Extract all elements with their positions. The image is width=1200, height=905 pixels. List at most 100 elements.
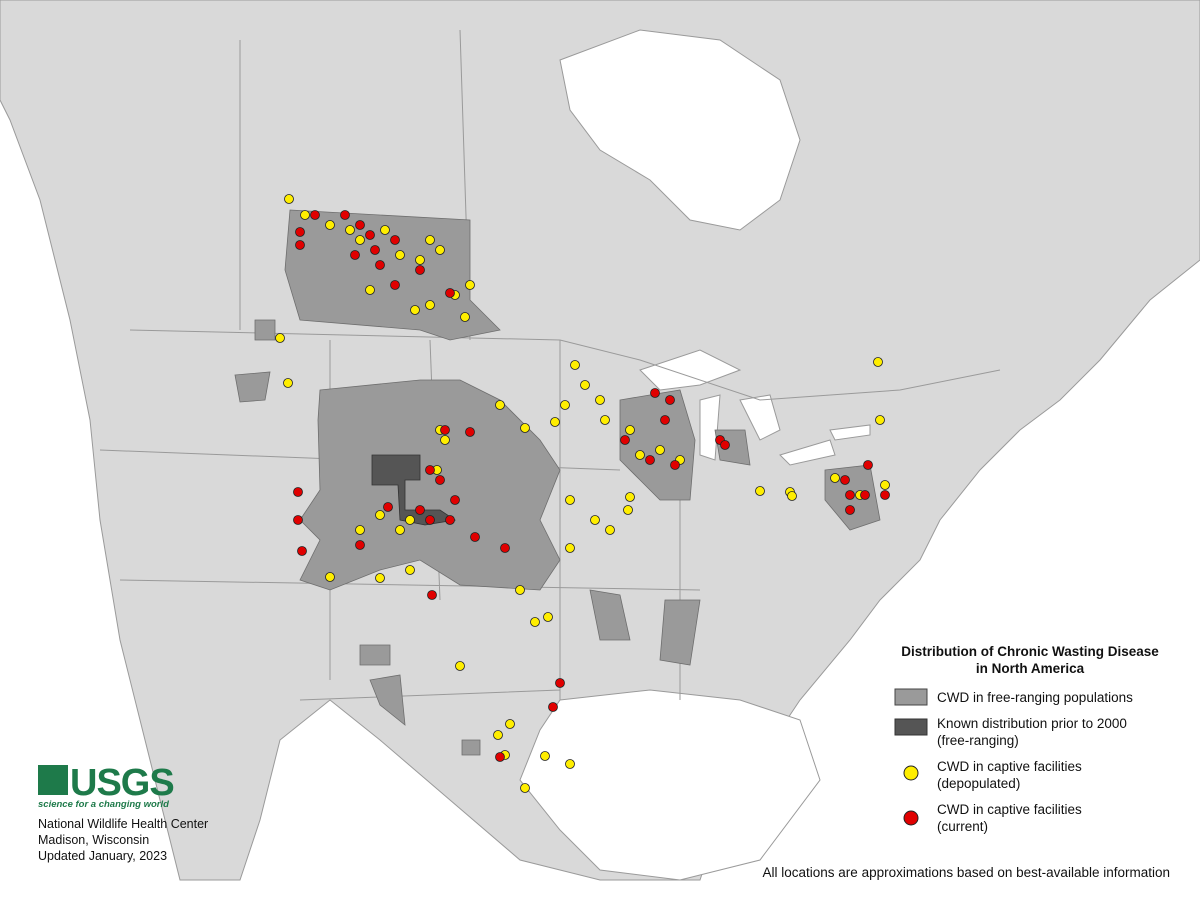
facility-dot (505, 719, 515, 729)
facility-dot (297, 546, 307, 556)
facility-dot (500, 543, 510, 553)
facility-dot (565, 543, 575, 553)
facility-dot (655, 445, 665, 455)
facility-dot (395, 250, 405, 260)
facility-dot (390, 235, 400, 245)
facility-dot (720, 440, 730, 450)
facility-dot (445, 515, 455, 525)
facility-dot (325, 572, 335, 582)
facility-dot (880, 480, 890, 490)
facility-dot (840, 475, 850, 485)
facility-dot (340, 210, 350, 220)
facility-dot (548, 702, 558, 712)
facility-dot (873, 357, 883, 367)
facility-dot (275, 333, 285, 343)
facility-dot (555, 678, 565, 688)
credit-line: Madison, Wisconsin (38, 833, 149, 847)
facility-dot (845, 490, 855, 500)
facility-dot (455, 661, 465, 671)
facility-dot (310, 210, 320, 220)
facility-dot (650, 388, 660, 398)
facility-dot (460, 312, 470, 322)
facility-dot (370, 245, 380, 255)
facility-dot (283, 378, 293, 388)
facility-dot (570, 360, 580, 370)
facility-dot (390, 280, 400, 290)
facility-dot (435, 245, 445, 255)
facility-dot (530, 617, 540, 627)
facility-dot (670, 460, 680, 470)
facility-dot (863, 460, 873, 470)
facility-dot (415, 265, 425, 275)
facility-dot (625, 492, 635, 502)
facility-dot (365, 230, 375, 240)
facility-dot (410, 305, 420, 315)
facility-dot (623, 505, 633, 515)
legend-label: (free-ranging) (937, 733, 1019, 748)
facility-dot (440, 435, 450, 445)
facility-dot (540, 751, 550, 761)
facility-dot (355, 220, 365, 230)
logo-name: USGS (70, 762, 174, 804)
facility-dot (380, 225, 390, 235)
facility-dot (405, 565, 415, 575)
facility-dot (355, 525, 365, 535)
facility-dot (645, 455, 655, 465)
facility-dot (595, 395, 605, 405)
facility-dot (355, 235, 365, 245)
facility-dot (435, 475, 445, 485)
hudson-bay (559, 29, 801, 231)
legend-label: (depopulated) (937, 776, 1020, 791)
credit-line: Updated January, 2023 (38, 849, 167, 863)
legend-label: CWD in captive facilities (937, 802, 1082, 817)
facility-dot (395, 525, 405, 535)
facility-dot (445, 288, 455, 298)
facility-dot (520, 423, 530, 433)
facility-dot (660, 415, 670, 425)
facility-dot (755, 486, 765, 496)
facility-dot (300, 210, 310, 220)
facility-dot (520, 783, 530, 793)
gulf-of-mexico (519, 689, 821, 881)
facility-dot (860, 490, 870, 500)
facility-dot (425, 515, 435, 525)
facility-dot (590, 515, 600, 525)
facility-dot (565, 495, 575, 505)
captive-facilities (275, 194, 890, 793)
legend-swatch (894, 688, 928, 706)
facility-dot (375, 573, 385, 583)
legend-label: Known distribution prior to 2000 (937, 716, 1127, 731)
logo-tagline: science for a changing world (38, 799, 169, 810)
facility-dot (325, 220, 335, 230)
facility-dot (665, 395, 675, 405)
facility-dot (415, 255, 425, 265)
facility-dot (470, 532, 480, 542)
facility-dot (383, 502, 393, 512)
facility-dot (515, 585, 525, 595)
credit-line: National Wildlife Health Center (38, 817, 208, 831)
facility-dot (875, 415, 885, 425)
facility-dot (295, 227, 305, 237)
facility-dot (293, 515, 303, 525)
facility-dot (580, 380, 590, 390)
legend-swatch (894, 718, 928, 736)
facility-dot (415, 505, 425, 515)
facility-dot (295, 240, 305, 250)
facility-dot (565, 759, 575, 769)
facility-dot (845, 505, 855, 515)
logo-mark (38, 765, 68, 795)
facility-dot (600, 415, 610, 425)
facility-dot (427, 590, 437, 600)
facility-dot (284, 194, 294, 204)
facility-dot (405, 515, 415, 525)
free-ranging-areas (234, 209, 881, 756)
facility-dot (375, 510, 385, 520)
facility-dot (345, 225, 355, 235)
legend-title: Distribution of Chronic Wasting Disease (901, 644, 1159, 659)
facility-dot (620, 435, 630, 445)
facility-dot (495, 752, 505, 762)
facility-dot (465, 280, 475, 290)
facility-dot (635, 450, 645, 460)
facility-dot (375, 260, 385, 270)
